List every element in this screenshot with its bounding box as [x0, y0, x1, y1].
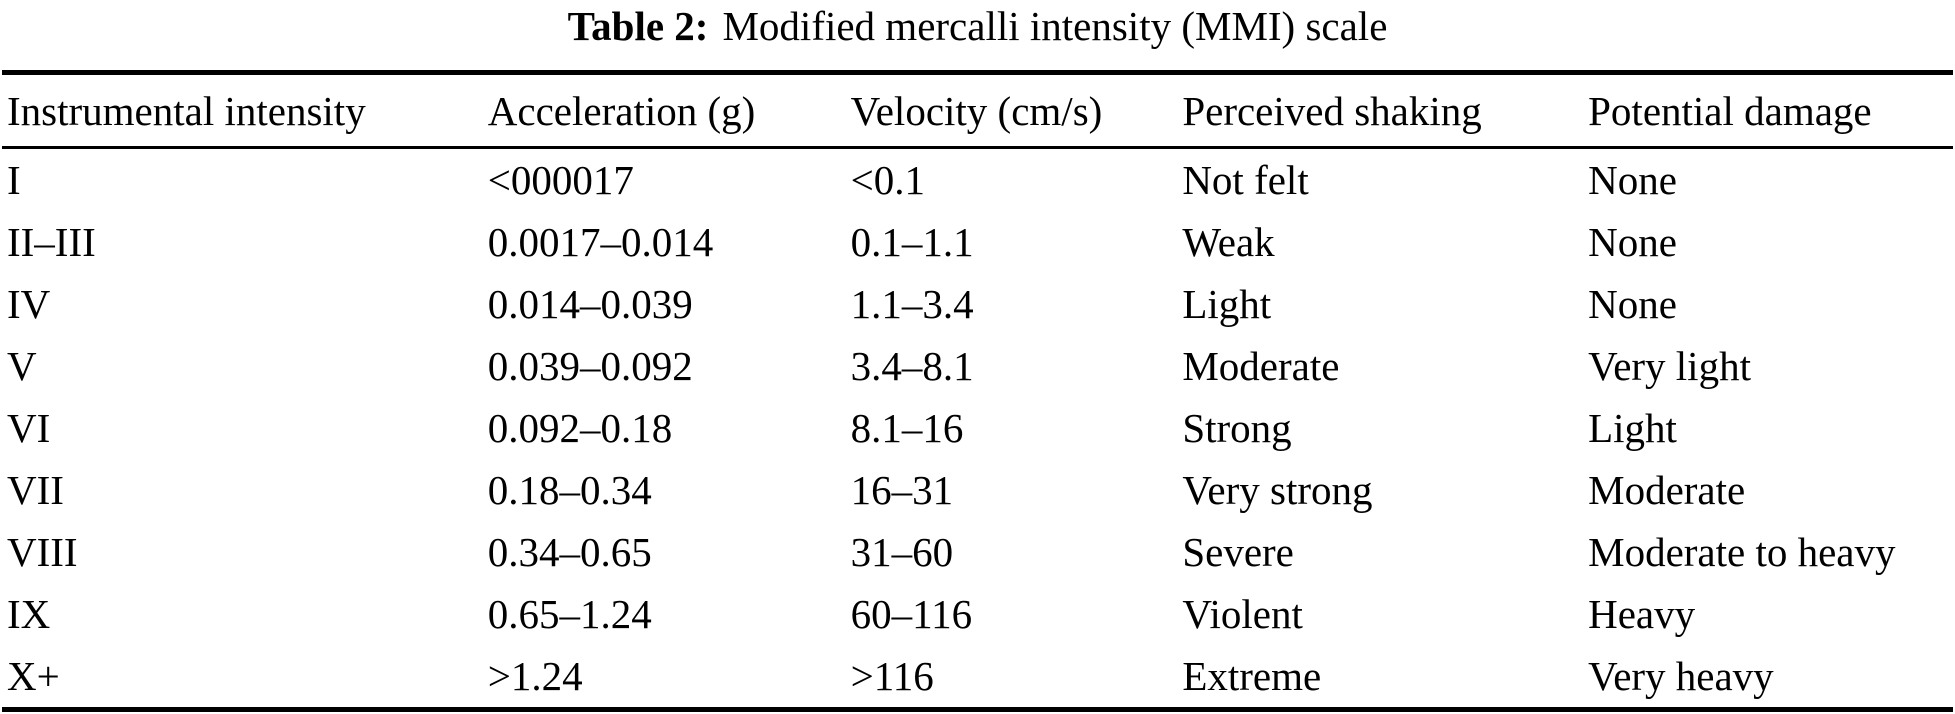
table-cell: >1.24: [487, 653, 583, 699]
table-cell: Severe: [1182, 529, 1294, 575]
table-cell: Very light: [1588, 343, 1751, 389]
table-header-row: Instrumental intensity Acceleration (g) …: [2, 73, 1953, 148]
table-cell: 0.039–0.092: [487, 343, 693, 389]
table-row: IX 0.65–1.24 60–116 Violent Heavy: [2, 583, 1953, 645]
table-cell: None: [1588, 281, 1677, 327]
table-cell: Weak: [1182, 219, 1275, 265]
table-cell: Moderate: [1182, 343, 1340, 389]
table-caption-text: Modified mercalli intensity (MMI) scale: [722, 3, 1388, 49]
table-cell: 16–31: [850, 467, 954, 513]
table-cell: 0.0017–0.014: [487, 219, 714, 265]
table-cell: V: [7, 343, 37, 389]
table-row: V 0.039–0.092 3.4–8.1 Moderate Very light: [2, 335, 1953, 397]
table-caption-label: Table 2:: [567, 3, 709, 49]
table-cell: <000017: [487, 157, 634, 203]
column-header-acceleration: Acceleration (g): [487, 87, 756, 134]
column-header-velocity: Velocity (cm/s): [850, 87, 1103, 134]
table-cell: Light: [1588, 405, 1677, 451]
table-cell: Extreme: [1182, 653, 1322, 699]
table-cell: 0.65–1.24: [487, 591, 652, 637]
table-row: IV 0.014–0.039 1.1–3.4 Light None: [2, 273, 1953, 335]
column-header-instrumental-intensity: Instrumental intensity: [7, 87, 366, 134]
table-row: X+ >1.24 >116 Extreme Very heavy: [2, 645, 1953, 710]
table-row: I <000017 <0.1 Not felt None: [2, 148, 1953, 212]
table-cell: Moderate to heavy: [1588, 529, 1896, 575]
table-cell: II–III: [7, 219, 96, 265]
table-cell: X+: [7, 653, 60, 699]
table-body: I <000017 <0.1 Not felt None II–III 0.0017–0.0…: [2, 148, 1953, 710]
table-cell: Light: [1182, 281, 1272, 327]
table-cell: Violent: [1182, 591, 1303, 637]
table-header: Instrumental intensity Acceleration (g) …: [2, 73, 1953, 148]
table-cell: 8.1–16: [850, 405, 964, 451]
column-header-perceived-shaking: Perceived shaking: [1182, 87, 1482, 134]
table-cell: Very strong: [1182, 467, 1373, 513]
table-cell: Moderate: [1588, 467, 1746, 513]
table-cell: Strong: [1182, 405, 1292, 451]
table-cell: 31–60: [850, 529, 954, 575]
table-row: VII 0.18–0.34 16–31 Very strong Moderate: [2, 459, 1953, 521]
table-cell: 0.34–0.65: [487, 529, 652, 575]
table-cell: Not felt: [1182, 157, 1309, 203]
table-cell: <0.1: [850, 157, 926, 203]
table-cell: 3.4–8.1: [850, 343, 974, 389]
table-cell: I: [7, 157, 21, 203]
table-cell: Very heavy: [1588, 653, 1774, 699]
table-caption: Table 2: Modified mercalli intensity (MMI…: [0, 0, 1955, 52]
table-cell: 0.092–0.18: [487, 405, 673, 451]
table-row: VI 0.092–0.18 8.1–16 Strong Light: [2, 397, 1953, 459]
table-cell: 0.18–0.34: [487, 467, 652, 513]
table-cell: 1.1–3.4: [850, 281, 974, 327]
mmi-scale-table: Instrumental intensity Acceleration (g) …: [2, 70, 1953, 712]
table-cell: VII: [7, 467, 64, 513]
table-cell: 0.1–1.1: [850, 219, 974, 265]
table-row: VIII 0.34–0.65 31–60 Severe Moderate to heav…: [2, 521, 1953, 583]
table-cell: IX: [7, 591, 51, 637]
table-cell: None: [1588, 157, 1677, 203]
table-cell: 0.014–0.039: [487, 281, 693, 327]
table-cell: IV: [7, 281, 51, 327]
table-cell: Heavy: [1588, 591, 1696, 637]
table-cell: >116: [850, 653, 934, 699]
table-cell: VIII: [7, 529, 78, 575]
column-header-potential-damage: Potential damage: [1588, 87, 1872, 134]
table-cell: VI: [7, 405, 51, 451]
table-cell: 60–116: [850, 591, 973, 637]
table-cell: None: [1588, 219, 1677, 265]
table-row: II–III 0.0017–0.014 0.1–1.1 Weak None: [2, 211, 1953, 273]
